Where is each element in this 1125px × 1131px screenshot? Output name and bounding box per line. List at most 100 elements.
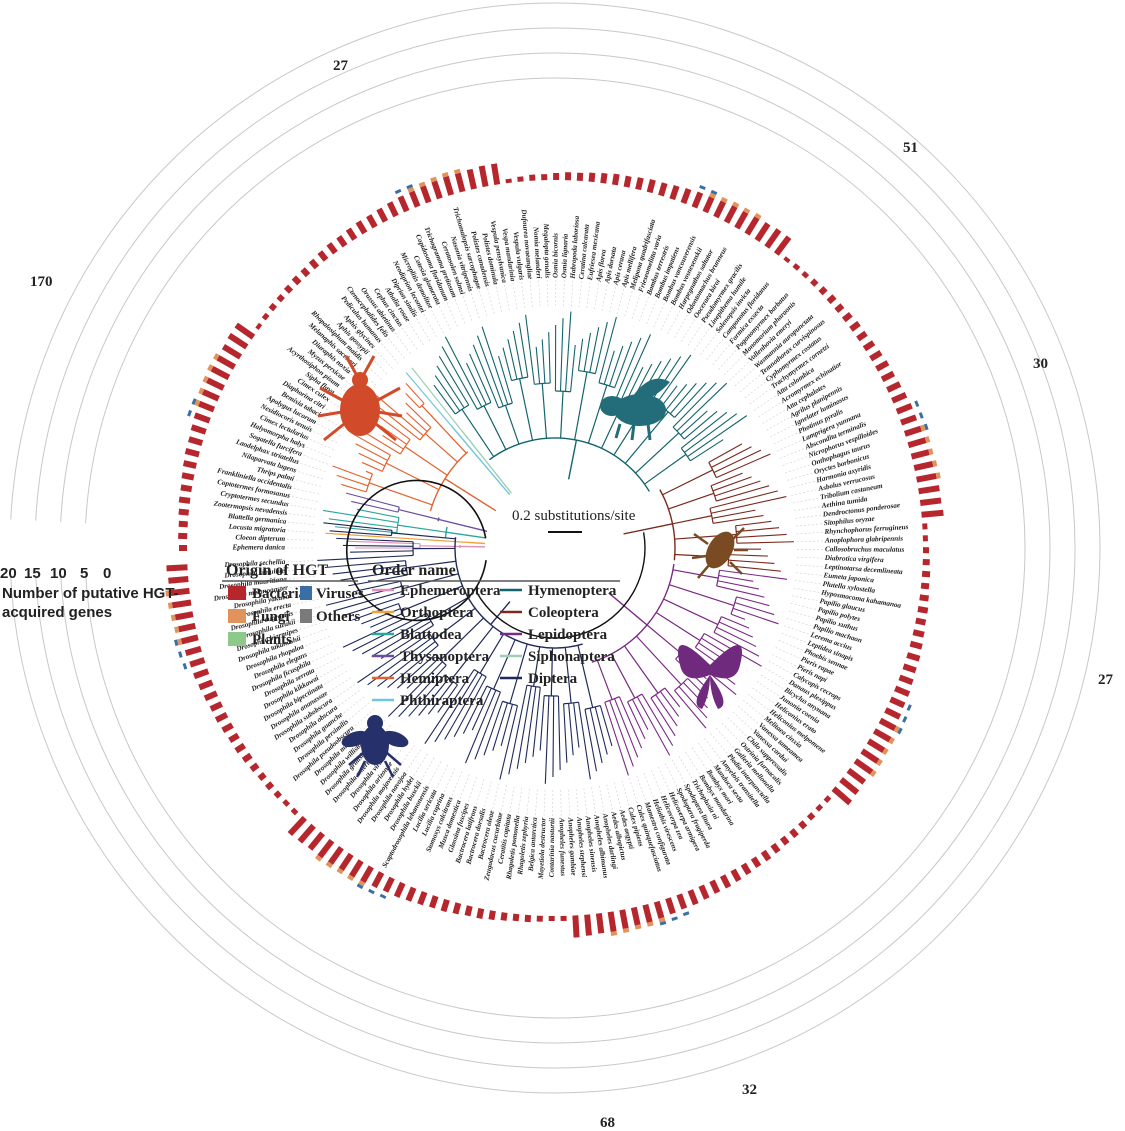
hgt-bar [910, 448, 934, 460]
hgt-bar [214, 711, 229, 723]
hgt-bar [490, 163, 501, 186]
hgt-bar [810, 278, 819, 287]
hgt-bar [287, 815, 308, 837]
hgt-bar [276, 293, 285, 303]
hgt-bar [902, 663, 917, 674]
hgt-bar [386, 201, 399, 218]
hgt-bar [517, 176, 524, 182]
hgt-bar [430, 176, 443, 200]
hgt-bar [653, 900, 667, 926]
legend-label-lepidoptera: Lepidoptera [528, 627, 608, 643]
hgt-bar [920, 582, 930, 590]
hgt-bar [179, 545, 187, 551]
hgt-bar [630, 906, 642, 930]
hgt-bar [505, 178, 512, 184]
hgt-bar [488, 910, 496, 921]
hgt-bar [839, 777, 860, 796]
hgt-bar [595, 913, 605, 934]
hgt-bar [740, 862, 752, 876]
hgt-bar [698, 884, 710, 900]
hgt-bar [789, 828, 799, 839]
phylogenetic-tree [317, 311, 794, 784]
hgt-bar [190, 424, 207, 435]
hgt-bar [831, 786, 853, 806]
break-value-label: 27 [1098, 672, 1114, 688]
hgt-bar [336, 852, 354, 875]
hgt-bar [584, 914, 592, 936]
hgt-bar [823, 795, 832, 803]
axis-tick-20: 20 [0, 565, 17, 582]
hgt-bar [376, 207, 389, 223]
taxon-label: Diabrotica virgifera [824, 554, 885, 564]
axis-tick-10: 10 [50, 565, 67, 582]
hgt-bar [903, 423, 929, 437]
hgt-bar [512, 913, 520, 922]
hgt-bar [174, 622, 196, 634]
hgt-bar [691, 184, 706, 209]
hgt-bar [878, 717, 903, 735]
scale-bar-label: 0.2 substitutions/site [512, 508, 636, 524]
hgt-bar [255, 322, 263, 330]
legend-label-hemiptera: Hemiptera [400, 671, 470, 687]
hgt-bar [221, 343, 243, 360]
hgt-bar [754, 222, 771, 243]
hgt-bar [921, 570, 931, 578]
hgt-bar [167, 599, 192, 609]
hgt-bar [466, 168, 477, 190]
bar-scale-rings [10, 2, 1101, 1094]
taxon-label: Mayetiola destructor [537, 817, 548, 880]
taxon-label: Anoplophora glabripennis [824, 535, 903, 545]
legend-label-phthiraptera: Phthiraptera [400, 693, 484, 709]
hgt-bar [264, 781, 275, 791]
hgt-bar [680, 188, 692, 205]
hgt-bar [228, 732, 240, 744]
hgt-bar [687, 889, 699, 906]
hgt-bar [191, 398, 216, 413]
hgt-bar [894, 685, 911, 697]
hgt-bar [760, 849, 772, 862]
hgt-bar [178, 508, 189, 516]
hgt-bar [642, 904, 654, 927]
hgt-bar [227, 332, 249, 350]
hgt-bar [922, 547, 930, 554]
legend-label-viruses: Viruses [316, 586, 364, 602]
hgt-bar [665, 897, 678, 922]
hgt-bar [452, 902, 462, 915]
hgt-bar [418, 181, 432, 204]
hgt-bars [165, 163, 944, 938]
hgt-bar [187, 436, 204, 446]
legend-label-hymenoptera: Hymenoptera [528, 583, 617, 599]
hgt-bar [368, 871, 385, 895]
hgt-bar [355, 220, 368, 235]
hgt-bar [182, 657, 206, 670]
legend-swatch-bacteria [228, 586, 246, 600]
hgt-bar [366, 214, 378, 229]
hgt-bar [619, 909, 630, 933]
hgt-bar [723, 201, 740, 224]
hgt-bar [193, 668, 210, 680]
butterfly-silhouette-icon [678, 645, 742, 709]
hgt-bar [221, 722, 234, 733]
hgt-bar [866, 738, 889, 756]
hgt-bar [326, 242, 338, 255]
hgt-bar [646, 179, 656, 194]
legend-label-others: Others [316, 609, 360, 625]
hgt-bar [915, 617, 927, 626]
hgt-bar [453, 168, 466, 193]
hgt-bar [919, 497, 942, 506]
hgt-bar [900, 412, 924, 426]
hgt-bar [607, 911, 618, 936]
hgt-bar [405, 886, 417, 902]
hgt-bar [798, 820, 808, 830]
hgt-bar [801, 270, 810, 279]
beetle-silhouette-icon [691, 527, 748, 579]
hgt-bar [541, 174, 548, 181]
hgt-bar [623, 175, 632, 188]
hgt-bar [314, 838, 335, 862]
taxon-label: Locusta migratoria [228, 523, 287, 535]
hgt-bar [165, 587, 190, 597]
legend-order-name: Order name Ephemeroptera Hymenoptera Ortho… [368, 562, 620, 709]
hgt-bar [898, 674, 914, 686]
hgt-bar [325, 845, 344, 869]
legend-label-coleoptera: Coleoptera [528, 605, 599, 621]
